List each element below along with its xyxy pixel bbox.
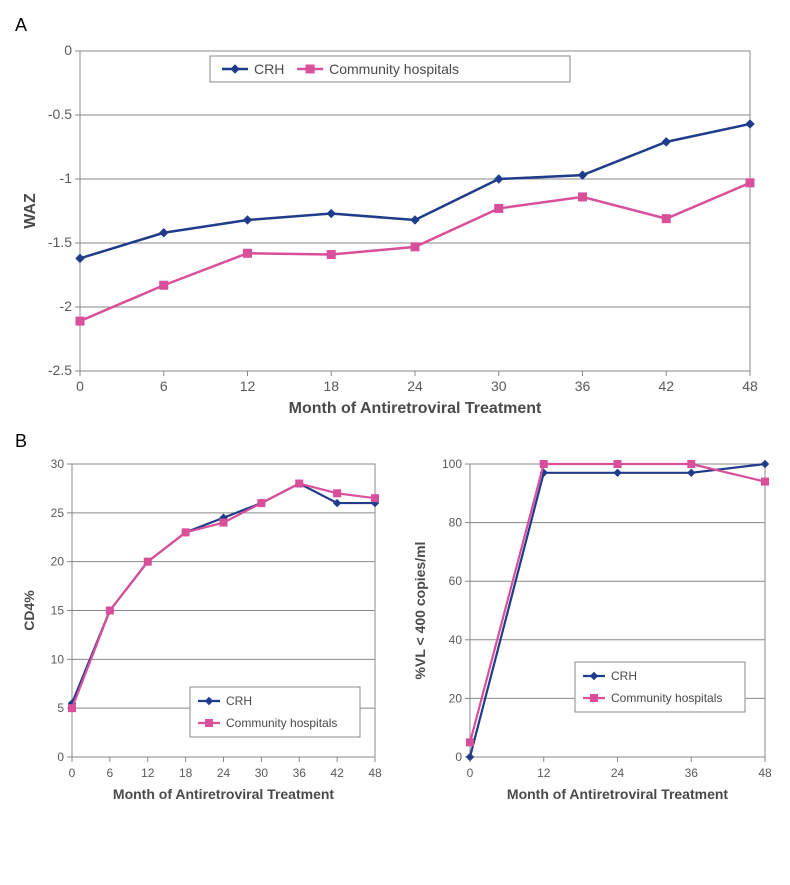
svg-text:12: 12: [537, 766, 551, 780]
svg-text:5: 5: [57, 701, 64, 715]
svg-text:30: 30: [491, 378, 507, 394]
svg-text:24: 24: [611, 766, 625, 780]
svg-text:40: 40: [449, 633, 463, 647]
svg-text:42: 42: [658, 378, 674, 394]
svg-text:20: 20: [449, 691, 463, 705]
svg-text:24: 24: [407, 378, 423, 394]
svg-text:36: 36: [575, 378, 591, 394]
svg-text:12: 12: [141, 766, 155, 780]
figure: A -2.5-2-1.5-1-0.500612182430364248Month…: [10, 15, 780, 812]
svg-text:48: 48: [368, 766, 382, 780]
svg-text:0: 0: [69, 766, 76, 780]
svg-text:25: 25: [51, 506, 65, 520]
svg-text:0: 0: [467, 766, 474, 780]
svg-text:48: 48: [742, 378, 758, 394]
panel-b-right-chart: 0 20 40 60 80 100 0 12 24 36 48 Month of Antiretrov…: [400, 452, 780, 812]
svg-text:18: 18: [179, 766, 193, 780]
svg-text:0: 0: [57, 750, 64, 764]
svg-text:Month of Antiretroviral Treatm: Month of Antiretroviral Treatment: [289, 400, 542, 417]
svg-text:-2.5: -2.5: [48, 362, 72, 378]
svg-text:0: 0: [64, 42, 72, 58]
svg-text:CRH: CRH: [226, 694, 252, 708]
panel-b-row: 0 5 10 15 20 25 30 0 6 12 18 24 30 36 42 48 Month of Ant…: [10, 452, 780, 812]
svg-text:36: 36: [293, 766, 307, 780]
svg-text:CD4%: CD4%: [21, 590, 37, 631]
svg-text:36: 36: [685, 766, 699, 780]
svg-text:48: 48: [758, 766, 772, 780]
panel-b-label: B: [15, 431, 780, 452]
svg-text:6: 6: [160, 378, 168, 394]
svg-text:-1.5: -1.5: [48, 234, 72, 250]
svg-text:6: 6: [107, 766, 114, 780]
svg-text:100: 100: [442, 457, 462, 471]
svg-text:30: 30: [51, 457, 65, 471]
svg-text:24: 24: [217, 766, 231, 780]
svg-text:WAZ: WAZ: [22, 193, 39, 229]
svg-text:Community hospitals: Community hospitals: [226, 716, 337, 730]
svg-text:30: 30: [255, 766, 269, 780]
svg-text:12: 12: [240, 378, 256, 394]
panel-a-label: A: [15, 15, 780, 36]
svg-text:CRH: CRH: [254, 61, 284, 77]
svg-text:-2: -2: [60, 298, 73, 314]
svg-text:18: 18: [323, 378, 339, 394]
svg-text:Community hospitals: Community hospitals: [329, 61, 459, 77]
svg-text:0: 0: [455, 750, 462, 764]
svg-text:60: 60: [449, 574, 463, 588]
svg-text:Month of Antiretroviral Treatm: Month of Antiretroviral Treatment: [507, 786, 729, 802]
svg-text:15: 15: [51, 604, 65, 618]
svg-text:%VL < 400 copies/ml: %VL < 400 copies/ml: [412, 542, 428, 680]
svg-text:42: 42: [330, 766, 344, 780]
svg-text:-1: -1: [60, 170, 73, 186]
svg-text:-0.5: -0.5: [48, 106, 72, 122]
svg-text:20: 20: [51, 555, 65, 569]
panel-b-left-chart: 0 5 10 15 20 25 30 0 6 12 18 24 30 36 42 48 Month of Ant…: [10, 452, 390, 812]
svg-text:0: 0: [76, 378, 84, 394]
svg-text:CRH: CRH: [611, 669, 637, 683]
panel-a-chart: -2.5 -2 -1.5 -1 -0.5 0 0 6 12 18 24 30 36 42 48 Month o…: [10, 36, 780, 426]
svg-text:Community hospitals: Community hospitals: [611, 691, 722, 705]
svg-text:10: 10: [51, 652, 65, 666]
svg-text:80: 80: [449, 516, 463, 530]
svg-text:Month of Antiretroviral Treatm: Month of Antiretroviral Treatment: [113, 786, 335, 802]
